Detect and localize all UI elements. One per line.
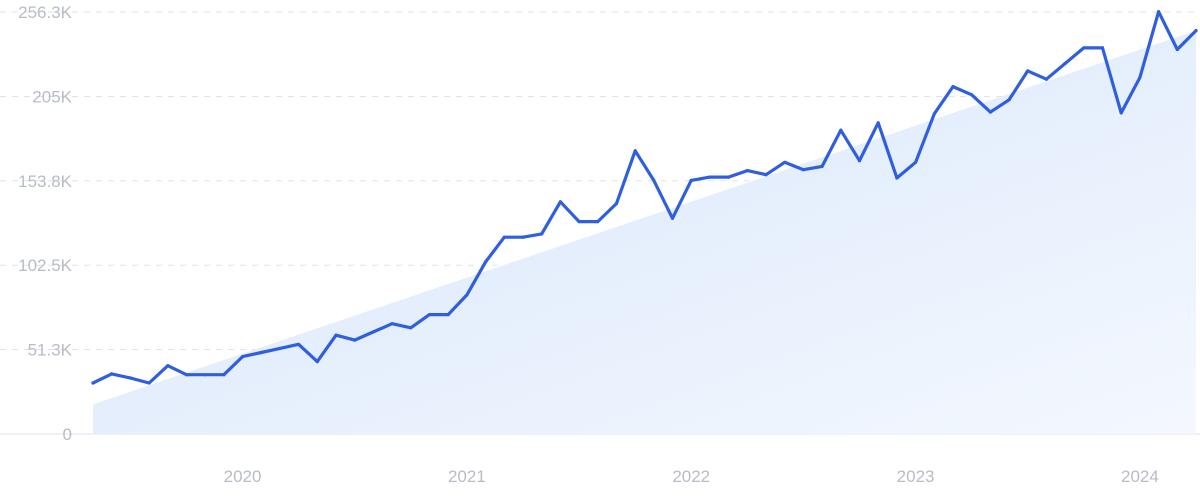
data-point: [1119, 111, 1123, 115]
data-point: [1138, 75, 1142, 80]
data-point: [427, 313, 432, 317]
y-tick-label: 256.3K: [18, 3, 73, 22]
data-point: [1082, 46, 1086, 50]
data-point: [465, 293, 469, 297]
data-point: [783, 160, 787, 164]
data-point: [128, 376, 132, 380]
data-point: [334, 333, 338, 337]
y-tick-label: 102.5K: [18, 256, 73, 275]
data-point: [446, 313, 450, 317]
data-point: [110, 372, 114, 376]
data-point: [988, 110, 993, 114]
data-point: [540, 232, 544, 236]
data-point: [745, 169, 749, 173]
data-point: [1044, 77, 1048, 81]
data-point: [315, 360, 319, 364]
data-point: [484, 260, 488, 264]
data-point: [147, 381, 151, 385]
data-point: [222, 373, 226, 377]
data-point: [297, 342, 301, 346]
data-point: [1007, 98, 1011, 102]
data-point: [259, 350, 263, 355]
data-point: [932, 112, 936, 116]
data-point: [91, 381, 95, 385]
data-point: [353, 338, 357, 342]
x-tick-label: 2020: [224, 467, 262, 486]
data-point: [1026, 69, 1030, 73]
x-tick-label: 2021: [448, 467, 486, 486]
y-tick-label: 0: [63, 425, 72, 444]
data-point: [521, 235, 525, 239]
data-point: [166, 364, 170, 368]
data-point: [577, 220, 581, 224]
data-point: [596, 220, 600, 224]
data-point: [801, 168, 806, 172]
data-point: [203, 373, 207, 377]
data-point: [614, 201, 619, 206]
data-point: [857, 159, 862, 163]
data-point: [876, 121, 880, 125]
x-tick-label: 2024: [1121, 467, 1159, 486]
data-point: [689, 178, 693, 182]
y-tick-label: 205K: [32, 87, 72, 106]
data-point: [820, 164, 824, 168]
data-point: [727, 175, 731, 179]
trend-area-layer: [93, 30, 1196, 435]
data-point: [1194, 29, 1198, 33]
data-point: [839, 128, 843, 132]
data-point: [1157, 10, 1161, 14]
data-point: [633, 149, 637, 153]
series-line-layer: [91, 10, 1198, 385]
series-line: [91, 10, 1198, 385]
data-point: [409, 326, 413, 330]
data-point: [895, 176, 899, 180]
data-point: [652, 178, 656, 182]
data-point: [558, 200, 563, 204]
data-point: [914, 160, 918, 164]
data-point: [278, 346, 282, 350]
data-point: [390, 322, 394, 326]
data-point: [184, 373, 189, 377]
data-point: [1100, 46, 1105, 50]
data-point: [708, 175, 712, 179]
data-point: [970, 93, 974, 97]
trend-area: [93, 30, 1196, 435]
data-point: [951, 85, 955, 89]
data-point: [1175, 47, 1179, 52]
x-tick-label: 2023: [897, 467, 935, 486]
x-axis-ticks: 2020 2021 2022 2023 2024: [224, 467, 1159, 486]
y-tick-label: 153.8K: [18, 172, 73, 191]
y-tick-label: 51.3K: [28, 341, 73, 360]
y-axis-ticks: 0 51.3K 102.5K 153.8K 205K 256.3K: [18, 3, 73, 444]
data-point: [502, 235, 506, 239]
data-point: [670, 216, 675, 220]
data-point: [371, 330, 375, 334]
data-point: [241, 355, 245, 359]
data-point: [1063, 61, 1067, 66]
data-point: [764, 173, 768, 177]
x-tick-label: 2022: [672, 467, 710, 486]
